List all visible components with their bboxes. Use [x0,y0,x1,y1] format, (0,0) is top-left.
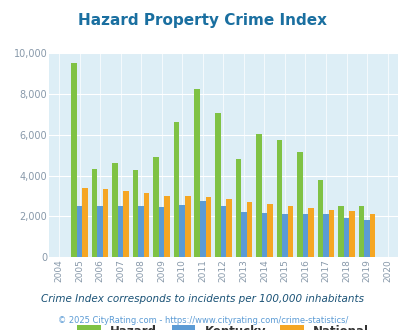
Bar [164,196,170,257]
Bar [123,191,129,257]
Bar [235,159,241,257]
Bar [173,122,179,257]
Bar [226,199,231,257]
Bar [143,193,149,257]
Bar [92,169,97,257]
Bar [337,206,343,257]
Bar [348,212,354,257]
Text: Crime Index corresponds to incidents per 100,000 inhabitants: Crime Index corresponds to incidents per… [41,294,364,304]
Bar [200,201,205,257]
Bar [246,202,252,257]
Bar [220,206,226,257]
Bar [153,157,158,257]
Bar [296,152,302,257]
Bar [132,170,138,257]
Bar [358,206,363,257]
Bar [179,205,185,257]
Bar [215,113,220,257]
Bar [261,214,266,257]
Bar [256,134,261,257]
Bar [77,206,82,257]
Bar [322,214,328,257]
Bar [281,214,287,257]
Legend: Hazard, Kentucky, National: Hazard, Kentucky, National [77,325,369,330]
Bar [363,219,369,257]
Bar [343,217,348,257]
Bar [266,204,272,257]
Bar [102,189,108,257]
Bar [302,214,307,257]
Bar [241,213,246,257]
Bar [82,188,87,257]
Bar [205,197,211,257]
Bar [117,206,123,257]
Bar [97,206,102,257]
Bar [307,208,313,257]
Bar [276,140,281,257]
Text: Hazard Property Crime Index: Hazard Property Crime Index [78,13,327,28]
Bar [71,63,77,257]
Bar [317,180,322,257]
Bar [194,89,200,257]
Bar [185,196,190,257]
Bar [369,214,375,257]
Bar [112,163,117,257]
Bar [158,207,164,257]
Bar [328,210,333,257]
Bar [138,206,143,257]
Bar [287,206,292,257]
Text: © 2025 CityRating.com - https://www.cityrating.com/crime-statistics/: © 2025 CityRating.com - https://www.city… [58,316,347,325]
